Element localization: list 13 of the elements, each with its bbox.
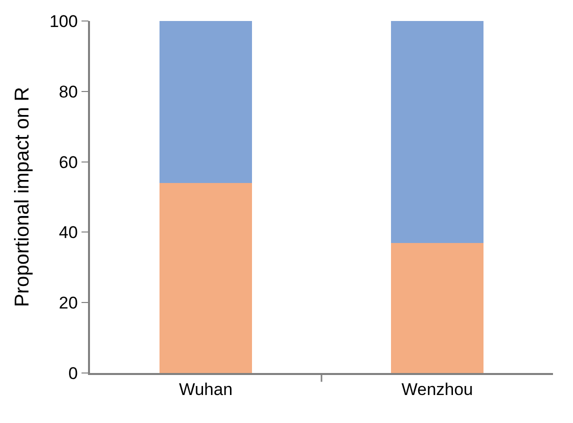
- y-tick-label: 60: [58, 152, 78, 172]
- x-tick-label: Wenzhou: [401, 380, 474, 400]
- y-axis-title: Proportional impact on R: [11, 86, 34, 308]
- y-tick-label: 0: [68, 364, 78, 383]
- bar: [390, 242, 484, 373]
- bar: [159, 182, 252, 373]
- y-tick-label: 100: [49, 12, 78, 31]
- x-tick-label: Wuhan: [178, 380, 233, 400]
- y-tick-label: 20: [58, 294, 78, 313]
- y-tick-label: 80: [58, 82, 78, 102]
- bar: [159, 21, 252, 183]
- bar: [390, 21, 484, 243]
- y-tick-label: 40: [58, 223, 78, 242]
